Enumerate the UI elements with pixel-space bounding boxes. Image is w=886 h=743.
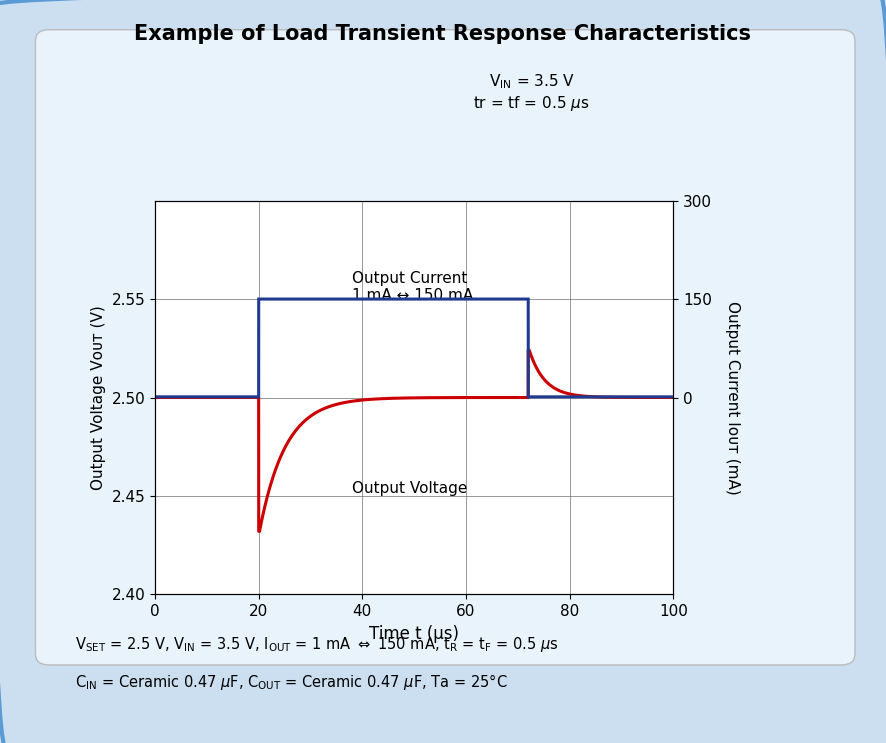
Text: tr = tf = 0.5 $\mu$s: tr = tf = 0.5 $\mu$s [473, 94, 590, 113]
Text: Output Voltage: Output Voltage [352, 481, 468, 496]
Y-axis label: Output Current Iᴏᴜᴛ (mA): Output Current Iᴏᴜᴛ (mA) [725, 301, 740, 494]
Text: $\mathregular{C_{IN}}$ = Ceramic 0.47 $\mu$F, $\mathregular{C_{OUT}}$ = Ceramic : $\mathregular{C_{IN}}$ = Ceramic 0.47 $\… [75, 672, 508, 692]
Y-axis label: Output Voltage Vᴏᴜᴛ (V): Output Voltage Vᴏᴜᴛ (V) [91, 305, 106, 490]
Text: $\mathregular{V_{SET}}$ = 2.5 V, $\mathregular{V_{IN}}$ = 3.5 V, $\mathregular{I: $\mathregular{V_{SET}}$ = 2.5 V, $\mathr… [75, 635, 559, 655]
Text: Output Current
1 mA ↔ 150 mA: Output Current 1 mA ↔ 150 mA [352, 271, 473, 303]
Text: V$_{\mathregular{IN}}$ = 3.5 V: V$_{\mathregular{IN}}$ = 3.5 V [488, 72, 575, 91]
Text: Example of Load Transient Response Characteristics: Example of Load Transient Response Chara… [135, 24, 751, 44]
X-axis label: Time t (μs): Time t (μs) [369, 625, 459, 643]
